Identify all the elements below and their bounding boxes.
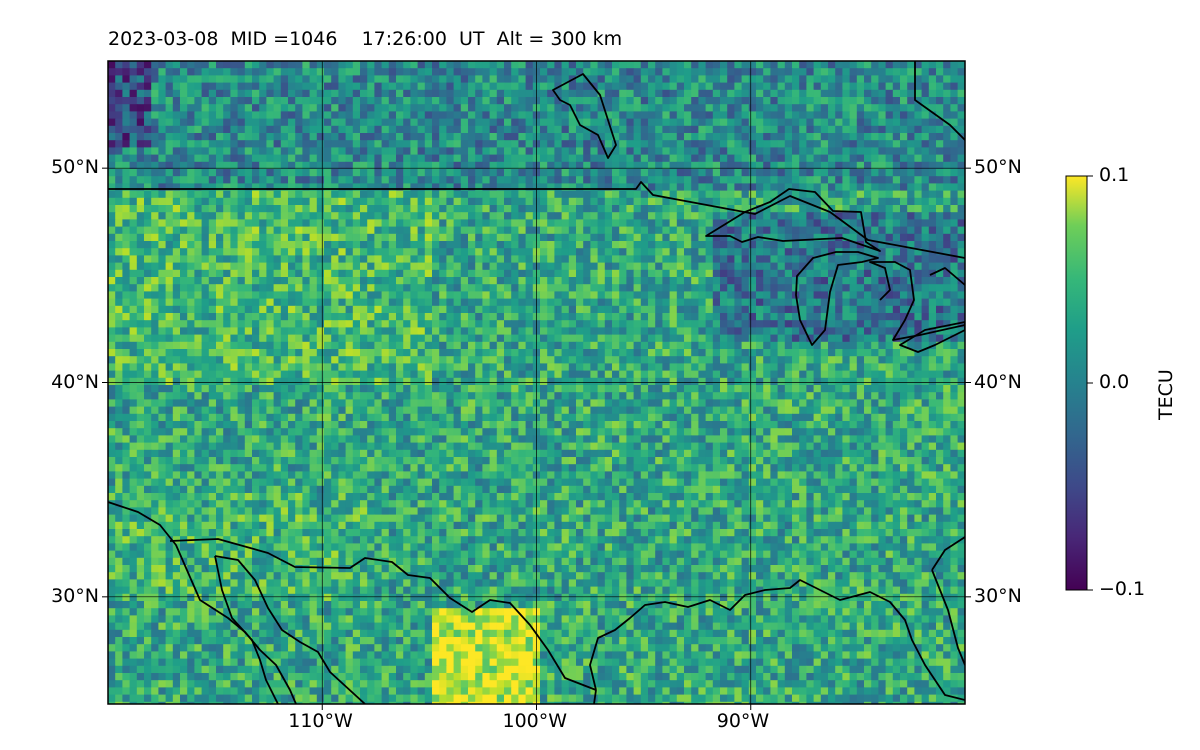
lat-label-left: 50°N xyxy=(51,156,99,179)
lat-label-left: 40°N xyxy=(51,370,99,393)
coastline-borders xyxy=(108,61,965,704)
lake-erie xyxy=(899,321,965,353)
lat-label-right: 30°N xyxy=(974,584,1022,607)
pacific-coast xyxy=(108,501,297,704)
colorbar-tick-label: 0.0 xyxy=(1099,371,1130,393)
florida-coast xyxy=(931,569,965,666)
colorbar-label: TECU xyxy=(1155,369,1177,420)
lake-superior xyxy=(705,188,881,252)
us-mexico-border xyxy=(169,538,597,691)
lake-huron xyxy=(869,261,965,341)
lon-label: 110°W xyxy=(288,710,353,732)
us-canada-border xyxy=(108,181,965,259)
lat-label-left: 30°N xyxy=(51,584,99,607)
map-title: 2023-03-08 MID =1046 17:26:00 UT Alt = 3… xyxy=(108,28,623,50)
lake-ontario-edge xyxy=(929,267,965,286)
map-gridlines xyxy=(108,61,965,704)
mexico-gulf-coast xyxy=(593,689,597,704)
lon-label: 90°W xyxy=(716,710,770,732)
atlantic-coast xyxy=(931,536,965,571)
lat-label-right: 40°N xyxy=(974,370,1022,393)
baja-coast xyxy=(214,555,366,704)
colorbar-ticks xyxy=(1087,175,1093,591)
colorbar-tick-label: −0.1 xyxy=(1099,578,1146,600)
gulf-coast xyxy=(589,579,965,701)
lake-michigan xyxy=(795,251,879,346)
tec-heatmap xyxy=(108,61,965,704)
colorbar-tick-label: 0.1 xyxy=(1099,164,1130,186)
lake-winnipeg xyxy=(552,73,617,159)
lon-label: 100°W xyxy=(502,710,568,732)
axis-ticks xyxy=(102,167,971,710)
lat-label-right: 50°N xyxy=(974,156,1022,179)
hudson-bay-edge xyxy=(914,61,965,141)
baja-inner xyxy=(214,555,279,704)
colorbar xyxy=(1065,175,1088,591)
